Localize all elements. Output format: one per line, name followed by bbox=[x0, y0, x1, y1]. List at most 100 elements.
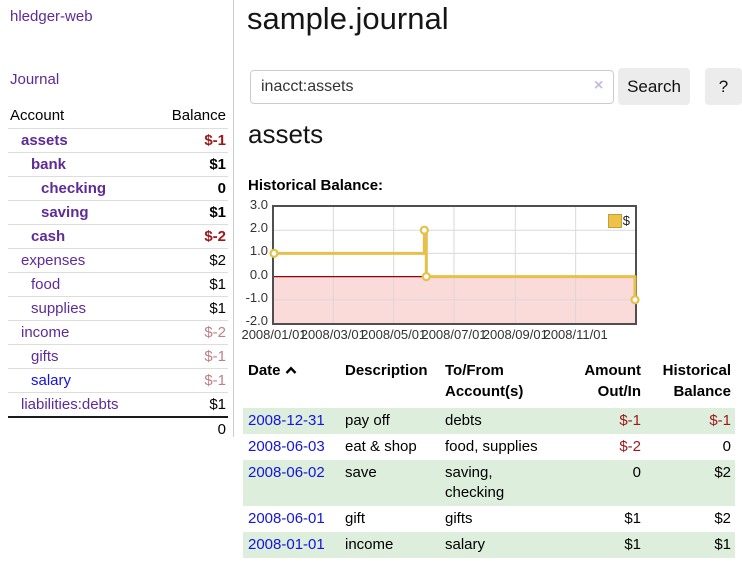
accounts-table-header-row: Account Balance bbox=[8, 103, 228, 129]
account-link[interactable]: assets bbox=[21, 132, 68, 149]
y-axis-tick-label: -2.0 bbox=[245, 313, 268, 328]
transaction-accounts: salary bbox=[440, 532, 560, 558]
clear-search-icon[interactable]: × bbox=[594, 77, 604, 94]
account-link[interactable]: food bbox=[31, 276, 61, 293]
page-title: sample.journal bbox=[247, 1, 449, 36]
account-row: food $1 bbox=[8, 272, 228, 297]
account-row: saving $1 bbox=[8, 200, 228, 225]
transaction-row[interactable]: 2008-12-31 pay off debts $-1 $-1 bbox=[243, 408, 735, 434]
transaction-amount: $1 bbox=[560, 532, 645, 558]
transaction-date-link[interactable]: 2008-12-31 bbox=[248, 412, 325, 429]
transactions-table: Date Description To/From Account(s) Amou… bbox=[243, 357, 735, 558]
transaction-balance: $1 bbox=[645, 532, 735, 558]
legend-label: $ bbox=[622, 213, 630, 228]
account-row: assets $-1 bbox=[8, 128, 228, 153]
column-header-amount[interactable]: Amount Out/In bbox=[584, 362, 641, 400]
account-row: salary $-1 bbox=[8, 368, 228, 393]
transaction-accounts: gifts bbox=[445, 510, 473, 527]
account-balance: $-2 bbox=[118, 320, 228, 345]
y-axis-tick-label: 1.0 bbox=[249, 243, 268, 259]
accounts-header-account: Account bbox=[10, 107, 65, 124]
account-balance: $1 bbox=[118, 392, 228, 417]
account-balance: $-1 bbox=[118, 368, 228, 393]
account-balance: $1 bbox=[118, 272, 228, 297]
sort-ascending-icon bbox=[285, 360, 297, 381]
transaction-accounts: saving, checking bbox=[440, 460, 560, 506]
y-axis-tick-label: 0.0 bbox=[249, 266, 268, 282]
transaction-date-link[interactable]: 2008-06-03 bbox=[248, 438, 325, 455]
account-balance: 0 bbox=[118, 176, 228, 201]
transaction-date-link[interactable]: 2008-01-01 bbox=[248, 536, 325, 553]
chart-plot-area[interactable]: $ bbox=[269, 205, 640, 325]
legend-swatch-icon bbox=[607, 213, 622, 228]
account-link[interactable]: cash bbox=[31, 228, 66, 245]
account-heading: assets bbox=[248, 119, 324, 149]
date-header-label: Date bbox=[248, 362, 281, 379]
chart-legend: $ bbox=[607, 213, 630, 228]
transaction-amount: $-2 bbox=[619, 438, 641, 455]
account-balance: $-1 bbox=[118, 128, 228, 153]
account-row: checking 0 bbox=[8, 176, 228, 201]
account-link[interactable]: bank bbox=[31, 156, 67, 173]
x-axis-tick-label: 2008/09/01 bbox=[482, 327, 548, 342]
column-header-description[interactable]: Description bbox=[345, 362, 428, 379]
column-header-tofrom[interactable]: To/From Account(s) bbox=[445, 362, 524, 400]
transaction-description: pay off bbox=[340, 408, 440, 434]
account-balance: $-2 bbox=[118, 224, 228, 249]
transaction-row[interactable]: 2008-06-02 save saving, checking 0 $2 bbox=[243, 460, 735, 506]
accounts-total-row: 0 bbox=[8, 416, 228, 441]
x-axis-tick-label: 2008/03/01 bbox=[300, 327, 366, 342]
account-link[interactable]: supplies bbox=[31, 300, 87, 317]
x-axis-tick-label: 2008/01/01 bbox=[241, 327, 307, 342]
historical-balance-chart: 3.0 2.0 1.0 0.0 -1.0 -2.0 $ 2008/01/01 2008/03… bbox=[240, 197, 680, 345]
app-title-link[interactable]: hledger-web bbox=[10, 8, 93, 25]
transactions-header-row: Date Description To/From Account(s) Amou… bbox=[243, 357, 735, 408]
transaction-description: gift bbox=[345, 510, 366, 527]
account-row: bank $1 bbox=[8, 152, 228, 177]
account-link[interactable]: liabilities:debts bbox=[21, 396, 119, 413]
transaction-accounts: food, supplies bbox=[445, 438, 538, 455]
transaction-accounts: debts bbox=[440, 408, 560, 434]
account-link[interactable]: income bbox=[21, 324, 70, 341]
transaction-balance: $-1 bbox=[645, 408, 735, 434]
account-balance: $1 bbox=[118, 296, 228, 321]
accounts-header-balance: Balance bbox=[171, 107, 226, 124]
account-row: gifts $-1 bbox=[8, 344, 228, 369]
column-header-date[interactable]: Date bbox=[243, 357, 340, 408]
transaction-row[interactable]: 2008-06-03 eat & shop food, supplies $-2… bbox=[243, 434, 735, 460]
sidebar-item-journal[interactable]: Journal bbox=[10, 71, 60, 88]
transaction-date-link[interactable]: 2008-06-01 bbox=[248, 510, 325, 527]
search-input[interactable] bbox=[250, 70, 614, 104]
transaction-row[interactable]: 2008-01-01 income salary $1 $1 bbox=[243, 532, 735, 558]
transaction-row[interactable]: 2008-06-01 gift gifts $1 $2 bbox=[243, 506, 735, 532]
sidebar-divider bbox=[233, 0, 234, 437]
account-row: supplies $1 bbox=[8, 296, 228, 321]
column-header-balance[interactable]: Historical Balance bbox=[662, 362, 731, 400]
account-link[interactable]: expenses bbox=[21, 252, 86, 269]
account-link[interactable]: salary bbox=[31, 372, 72, 389]
y-axis-tick-label: -1.0 bbox=[245, 289, 268, 305]
x-axis-tick-label: 2008/07/01 bbox=[421, 327, 487, 342]
transaction-description: income bbox=[340, 532, 440, 558]
x-axis-tick-label: 2008/05/01 bbox=[361, 327, 427, 342]
account-balance: $1 bbox=[118, 152, 228, 177]
transaction-amount: $1 bbox=[624, 510, 641, 527]
accounts-table: Account Balance assets $-1 bank $1 bbox=[8, 103, 228, 441]
chart-title: Historical Balance: bbox=[248, 177, 384, 194]
account-row: cash $-2 bbox=[8, 224, 228, 249]
y-axis-tick-label: 3.0 bbox=[249, 197, 268, 212]
transaction-amount: 0 bbox=[560, 460, 645, 506]
transaction-balance: $2 bbox=[645, 460, 735, 506]
account-link[interactable]: checking bbox=[41, 180, 107, 197]
account-row: income $-2 bbox=[8, 320, 228, 345]
transaction-date-link[interactable]: 2008-06-02 bbox=[248, 464, 325, 481]
search-button[interactable]: Search bbox=[618, 68, 690, 105]
account-balance: $2 bbox=[118, 248, 228, 273]
transaction-description: save bbox=[340, 460, 440, 506]
chart-x-axis: 2008/01/01 2008/03/01 2008/05/01 2008/07/01… bbox=[240, 327, 680, 343]
transaction-balance: $2 bbox=[714, 510, 731, 527]
account-link[interactable]: gifts bbox=[31, 348, 59, 365]
account-link[interactable]: saving bbox=[41, 204, 89, 221]
search-help-button[interactable]: ? bbox=[705, 68, 742, 105]
